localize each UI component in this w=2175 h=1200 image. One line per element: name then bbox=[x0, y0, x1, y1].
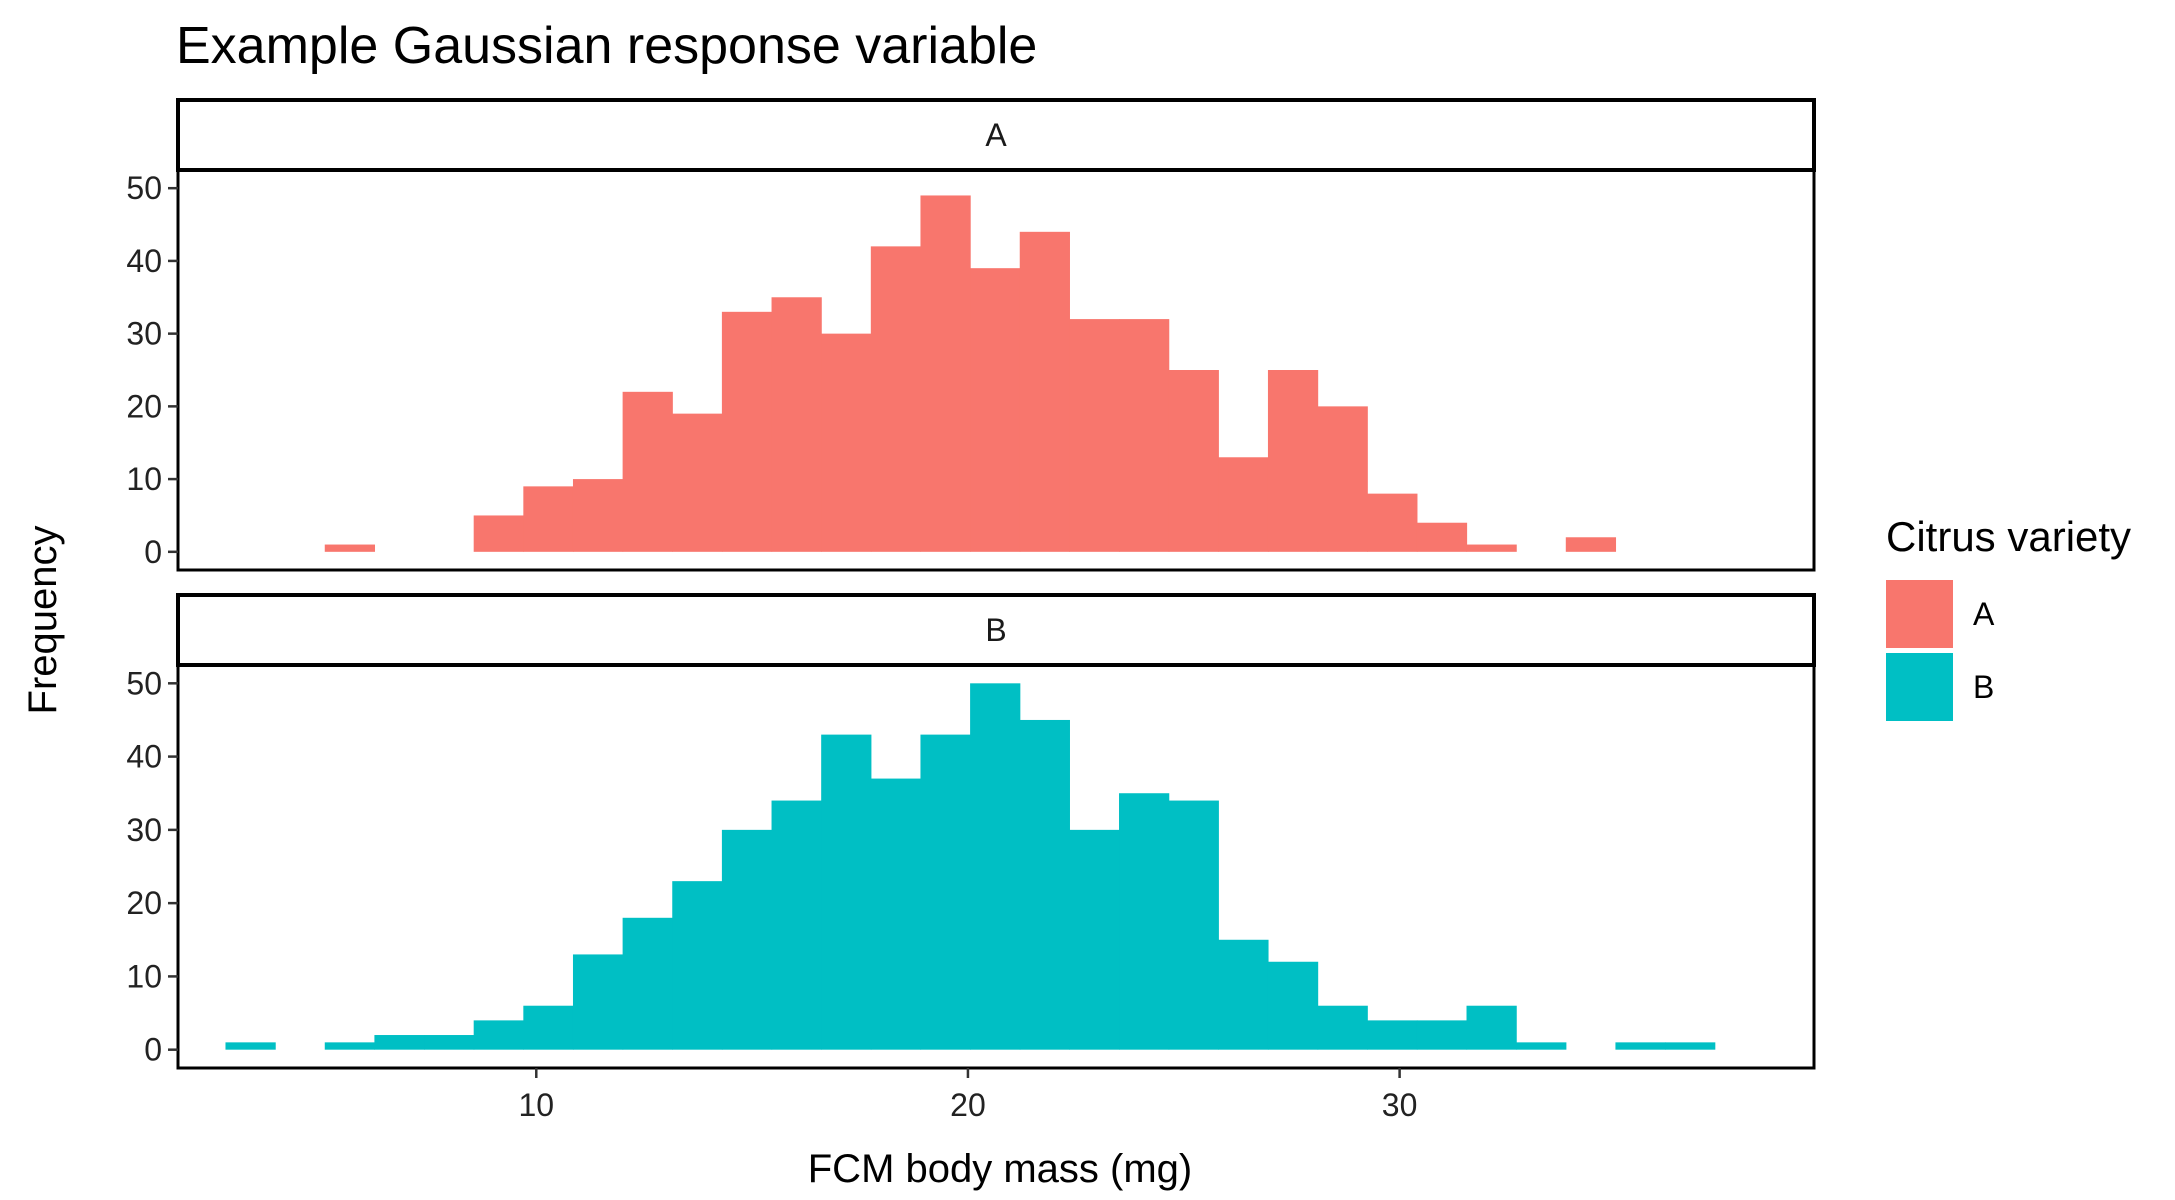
histogram-bar-B-5 bbox=[473, 1020, 524, 1050]
histogram-bar-B-28 bbox=[1615, 1042, 1666, 1050]
histogram-bar-A-2 bbox=[324, 544, 376, 552]
chart-title: Example Gaussian response variable bbox=[176, 17, 1037, 75]
histogram-bar-B-11 bbox=[771, 800, 822, 1050]
histogram-bar-B-23 bbox=[1367, 1020, 1418, 1050]
histogram-bar-B-13 bbox=[870, 778, 922, 1050]
histogram-bar-A-21 bbox=[1267, 370, 1319, 552]
histogram-bar-A-8 bbox=[622, 391, 673, 552]
histogram-bar-A-9 bbox=[672, 413, 723, 552]
histogram-bar-B-29 bbox=[1665, 1042, 1716, 1050]
histogram-bar-B-24 bbox=[1416, 1020, 1468, 1050]
histogram-bar-B-26 bbox=[1516, 1042, 1567, 1050]
histogram-bar-A-11 bbox=[771, 297, 822, 552]
histogram-bar-B-4 bbox=[424, 1035, 475, 1050]
facet-strip-A bbox=[176, 98, 1816, 172]
y-tick-label: 10 bbox=[126, 958, 162, 994]
histogram-bar-B-3 bbox=[374, 1035, 425, 1050]
legend: Citrus variety A B bbox=[1886, 513, 2131, 721]
histogram-bar-A-15 bbox=[970, 268, 1021, 552]
histogram-bar-B-8 bbox=[622, 917, 673, 1050]
histogram-bar-A-20 bbox=[1218, 457, 1269, 552]
histogram-bar-B-15 bbox=[970, 683, 1021, 1050]
y-tick-label: 50 bbox=[126, 170, 162, 206]
histogram-bar-A-13 bbox=[870, 246, 922, 552]
histogram-bar-A-6 bbox=[523, 486, 574, 552]
legend-key-B bbox=[1886, 653, 1953, 721]
y-tick-label: 20 bbox=[126, 885, 162, 921]
histogram-bar-B-9 bbox=[672, 881, 723, 1050]
histogram-bar-B-7 bbox=[572, 954, 624, 1050]
panel-border-B bbox=[176, 663, 1816, 1070]
y-axis-title: Frequency bbox=[21, 526, 65, 715]
histogram-bar-B-18 bbox=[1119, 793, 1170, 1050]
y-tick-label: 20 bbox=[126, 388, 162, 424]
histogram-bar-A-10 bbox=[721, 311, 773, 552]
histogram-bar-B-20 bbox=[1218, 939, 1269, 1050]
y-tick-label: 50 bbox=[126, 665, 162, 701]
plot-area: A 0 10 20 30 40 50 B 0 10 20 30 40 50 10 20 30 bbox=[126, 98, 1816, 1123]
y-tick-label: 40 bbox=[126, 243, 162, 279]
histogram-bar-A-19 bbox=[1168, 370, 1219, 552]
histogram-bar-B-21 bbox=[1267, 961, 1319, 1050]
histogram-bar-A-5 bbox=[473, 515, 524, 552]
y-tick-label: 0 bbox=[144, 1032, 162, 1068]
facet-strip-label-B: B bbox=[985, 612, 1006, 648]
legend-label-B: B bbox=[1973, 669, 1994, 705]
x-tick-label: 10 bbox=[518, 1087, 554, 1123]
histogram-bar-B-14 bbox=[920, 734, 971, 1050]
y-tick-label: 30 bbox=[126, 316, 162, 352]
histogram-bar-B-0 bbox=[225, 1042, 276, 1050]
histogram-bar-A-17 bbox=[1069, 319, 1120, 552]
histogram-bar-B-25 bbox=[1466, 1005, 1517, 1050]
histogram-bar-A-16 bbox=[1019, 231, 1070, 552]
histogram-bar-A-23 bbox=[1367, 493, 1418, 552]
histogram-bar-A-27 bbox=[1565, 537, 1617, 552]
y-tick-label: 30 bbox=[126, 812, 162, 848]
legend-label-A: A bbox=[1973, 596, 1995, 632]
histogram-bar-B-6 bbox=[523, 1005, 574, 1050]
y-tick-label: 10 bbox=[126, 461, 162, 497]
y-tick-label: 40 bbox=[126, 739, 162, 775]
y-tick-label: 0 bbox=[144, 534, 162, 570]
histogram-bar-A-25 bbox=[1466, 544, 1517, 552]
histogram-bar-B-10 bbox=[721, 829, 773, 1050]
histogram-bar-A-22 bbox=[1317, 406, 1368, 552]
histogram-bar-A-18 bbox=[1119, 319, 1170, 552]
histogram-bar-A-24 bbox=[1416, 522, 1468, 552]
facet-strip-label-A: A bbox=[985, 117, 1007, 153]
histogram-bar-A-14 bbox=[920, 195, 971, 552]
histogram-bar-B-2 bbox=[324, 1042, 376, 1050]
histogram-bar-A-7 bbox=[572, 479, 624, 552]
legend-key-A bbox=[1886, 580, 1953, 648]
x-tick-label: 30 bbox=[1382, 1087, 1418, 1123]
panel-border-A bbox=[176, 168, 1816, 572]
x-axis-title: FCM body mass (mg) bbox=[808, 1147, 1193, 1191]
histogram-bar-B-12 bbox=[821, 734, 872, 1050]
legend-title: Citrus variety bbox=[1886, 513, 2131, 560]
histogram-bar-B-17 bbox=[1069, 829, 1120, 1050]
x-tick-label: 20 bbox=[950, 1087, 986, 1123]
histogram-bar-A-12 bbox=[821, 333, 872, 552]
histogram-bar-B-19 bbox=[1168, 800, 1219, 1050]
histogram-bar-B-22 bbox=[1317, 1005, 1368, 1050]
histogram-bar-B-16 bbox=[1019, 719, 1070, 1050]
facet-strip-B bbox=[176, 593, 1816, 667]
